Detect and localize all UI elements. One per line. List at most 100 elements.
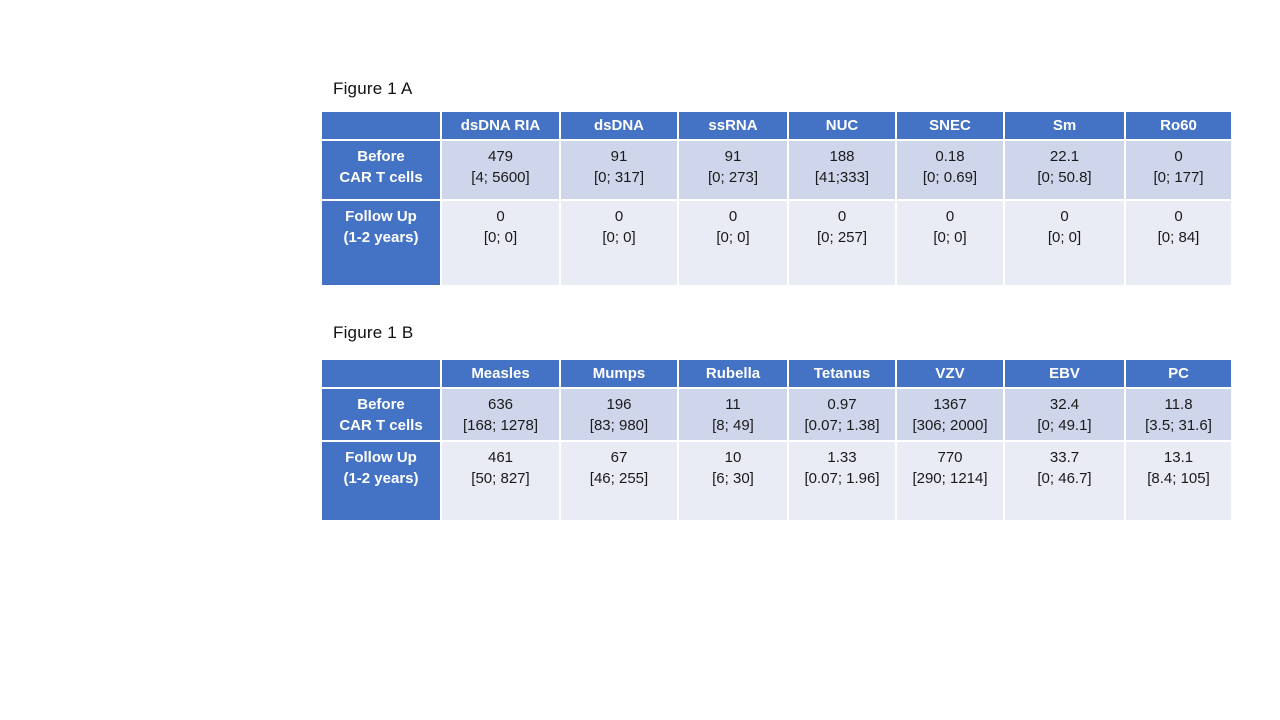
cell-value: 32.4 (1049, 396, 1080, 413)
figure-a-column-header: Sm (1003, 112, 1124, 139)
cell-range: [0; 273] (707, 169, 759, 186)
table-cell: 770 [290; 1214] (895, 440, 1003, 520)
row-label-line: (1-2 years) (343, 470, 419, 487)
figure-b-column-header: VZV (895, 360, 1003, 387)
table-cell: 32.4 [0; 49.1] (1003, 387, 1124, 440)
row-label: Follow Up (1-2 years) (322, 199, 440, 285)
figure-b-column-header: PC (1124, 360, 1231, 387)
cell-value: 22.1 (1049, 148, 1080, 165)
cell-range: [0; 0.69] (922, 169, 978, 186)
cell-range: [168; 1278] (462, 417, 539, 434)
table-cell: 0 [0; 0] (440, 199, 559, 285)
row-label-line: Follow Up (345, 449, 417, 466)
figure-a-column-header: SNEC (895, 112, 1003, 139)
figure-a-column-header: dsDNA RIA (440, 112, 559, 139)
figure-b-column-header: EBV (1003, 360, 1124, 387)
figure-a-row-before: Before CAR T cells 479 [4; 5600] 91 [0; … (322, 139, 1231, 199)
table-cell: 0 [0; 0] (677, 199, 787, 285)
cell-range: [41;333] (814, 169, 870, 186)
cell-value: 0.97 (827, 396, 857, 413)
cell-value: 1367 (933, 396, 967, 413)
cell-value: 0 (1174, 208, 1183, 225)
figure-b-corner-cell (322, 360, 440, 387)
cell-range: [4; 5600] (471, 169, 530, 186)
table-cell: 636 [168; 1278] (440, 387, 559, 440)
cell-value: 11.8 (1164, 396, 1193, 413)
cell-range: [0; 50.8] (1037, 169, 1092, 186)
cell-range: [0; 0] (1047, 229, 1082, 246)
table-cell: 0 [0; 0] (1003, 199, 1124, 285)
table-cell: 0 [0; 84] (1124, 199, 1231, 285)
table-cell: 0 [0; 257] (787, 199, 895, 285)
figure-a-column-header: dsDNA (559, 112, 677, 139)
table-cell: 188 [41;333] (787, 139, 895, 199)
cell-value: 91 (724, 148, 742, 165)
row-label: Before CAR T cells (322, 139, 440, 199)
figure-b-header-row: Measles Mumps Rubella Tetanus VZV EBV PC (322, 360, 1231, 387)
cell-value: 196 (606, 396, 632, 413)
row-label-line: Follow Up (345, 208, 417, 225)
table-cell: 67 [46; 255] (559, 440, 677, 520)
table-cell: 196 [83; 980] (559, 387, 677, 440)
table-cell: 11.8 [3.5; 31.6] (1124, 387, 1231, 440)
table-cell: 0.97 [0.07; 1.38] (787, 387, 895, 440)
row-label-line: Before (357, 396, 405, 413)
table-cell: 11 [8; 49] (677, 387, 787, 440)
figure-a-row-followup: Follow Up (1-2 years) 0 [0; 0] 0 [0; 0] … (322, 199, 1231, 285)
cell-range: [306; 2000] (912, 417, 988, 434)
table-cell: 1.33 [0.07; 1.96] (787, 440, 895, 520)
cell-value: 636 (487, 396, 514, 413)
table-cell: 91 [0; 317] (559, 139, 677, 199)
row-label: Before CAR T cells (322, 387, 440, 440)
cell-value: 1.33 (827, 449, 857, 466)
table-cell: 10 [6; 30] (677, 440, 787, 520)
cell-value: 91 (610, 148, 628, 165)
figure-b-row-followup: Follow Up (1-2 years) 461 [50; 827] 67 [… (322, 440, 1231, 520)
table-cell: 479 [4; 5600] (440, 139, 559, 199)
table-cell: 0 [0; 0] (895, 199, 1003, 285)
row-label-line: (1-2 years) (343, 229, 419, 246)
row-label-line: CAR T cells (339, 169, 423, 186)
cell-value: 0 (496, 208, 505, 225)
table-cell: 461 [50; 827] (440, 440, 559, 520)
table-cell: 91 [0; 273] (677, 139, 787, 199)
cell-value: 0.18 (935, 148, 965, 165)
cell-range: [0; 257] (816, 229, 868, 246)
cell-value: 0 (945, 208, 955, 225)
table-cell: 0 [0; 177] (1124, 139, 1231, 199)
cell-value: 0 (728, 208, 738, 225)
figure-a-label: Figure 1 A (333, 79, 413, 98)
row-label-line: CAR T cells (339, 417, 423, 434)
table-cell: 0 [0; 0] (559, 199, 677, 285)
cell-value: 33.7 (1049, 449, 1080, 466)
cell-range: [8.4; 105] (1147, 470, 1210, 487)
table-cell: 13.1 [8.4; 105] (1124, 440, 1231, 520)
cell-range: [8; 49] (712, 417, 754, 434)
cell-value: 10 (724, 449, 742, 466)
row-label-line: Before (357, 148, 405, 165)
cell-value: 188 (829, 148, 855, 165)
cell-range: [6; 30] (712, 470, 754, 487)
cell-range: [0.07; 1.38] (804, 417, 880, 434)
cell-range: [0; 0] (483, 229, 518, 246)
cell-value: 770 (937, 449, 963, 466)
figure-b-table: Measles Mumps Rubella Tetanus VZV EBV PC… (322, 360, 1231, 520)
cell-range: [0; 177] (1153, 169, 1204, 186)
table-cell: 0.18 [0; 0.69] (895, 139, 1003, 199)
cell-range: [0; 0] (716, 229, 750, 246)
figure-b-column-header: Rubella (677, 360, 787, 387)
figure-b-row-before: Before CAR T cells 636 [168; 1278] 196 [… (322, 387, 1231, 440)
cell-range: [3.5; 31.6] (1145, 417, 1212, 434)
figure-a-column-header: NUC (787, 112, 895, 139)
table-cell: 22.1 [0; 50.8] (1003, 139, 1124, 199)
cell-range: [290; 1214] (912, 470, 988, 487)
cell-range: [0; 0] (933, 229, 967, 246)
figure-b-column-header: Measles (440, 360, 559, 387)
cell-range: [50; 827] (471, 470, 530, 487)
cell-range: [0; 49.1] (1037, 417, 1092, 434)
cell-range: [83; 980] (589, 417, 649, 434)
row-label: Follow Up (1-2 years) (322, 440, 440, 520)
cell-range: [0.07; 1.96] (804, 470, 880, 487)
cell-range: [0; 46.7] (1037, 470, 1092, 487)
